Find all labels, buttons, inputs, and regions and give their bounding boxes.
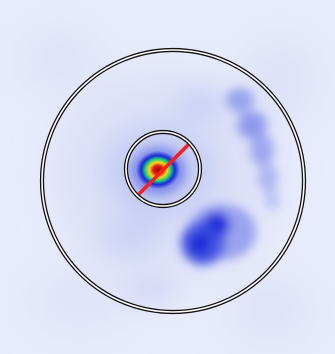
outer-annulus [39,47,307,315]
inner-annulus [123,129,203,209]
arc-emission [226,88,279,210]
position-angle-line [138,144,189,195]
blob-emission [181,204,256,265]
